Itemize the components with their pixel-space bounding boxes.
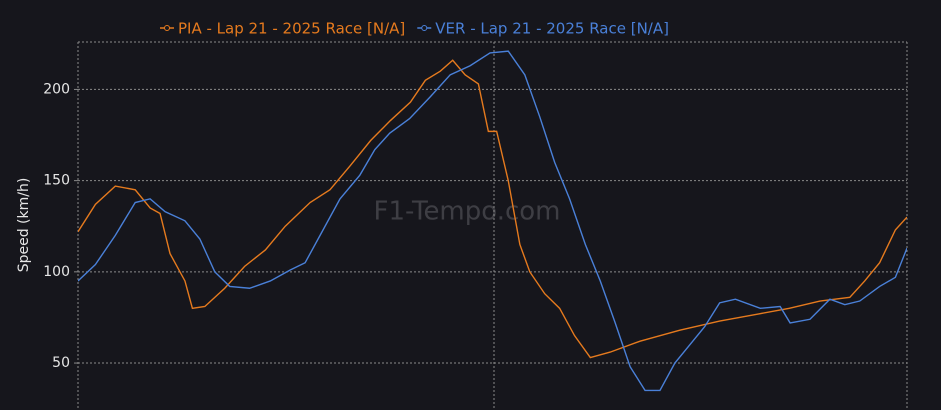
line-series [78, 50, 907, 392]
line-series [78, 59, 907, 359]
legend-label: PIA - Lap 21 - 2025 Race [N/A] [178, 20, 405, 38]
legend-marker [164, 25, 170, 31]
y-axis-label: Speed (km/h) [16, 178, 32, 273]
watermark: F1-Tempo.com [373, 197, 560, 227]
y-tick-label: 200 [43, 81, 70, 97]
legend-marker [421, 25, 428, 31]
y-tick-label: 50 [52, 355, 70, 371]
legend-label: VER - Lap 21 - 2025 Race [N/A] [435, 20, 669, 38]
y-tick-label: 100 [43, 264, 70, 280]
y-tick-label: 150 [43, 173, 70, 189]
